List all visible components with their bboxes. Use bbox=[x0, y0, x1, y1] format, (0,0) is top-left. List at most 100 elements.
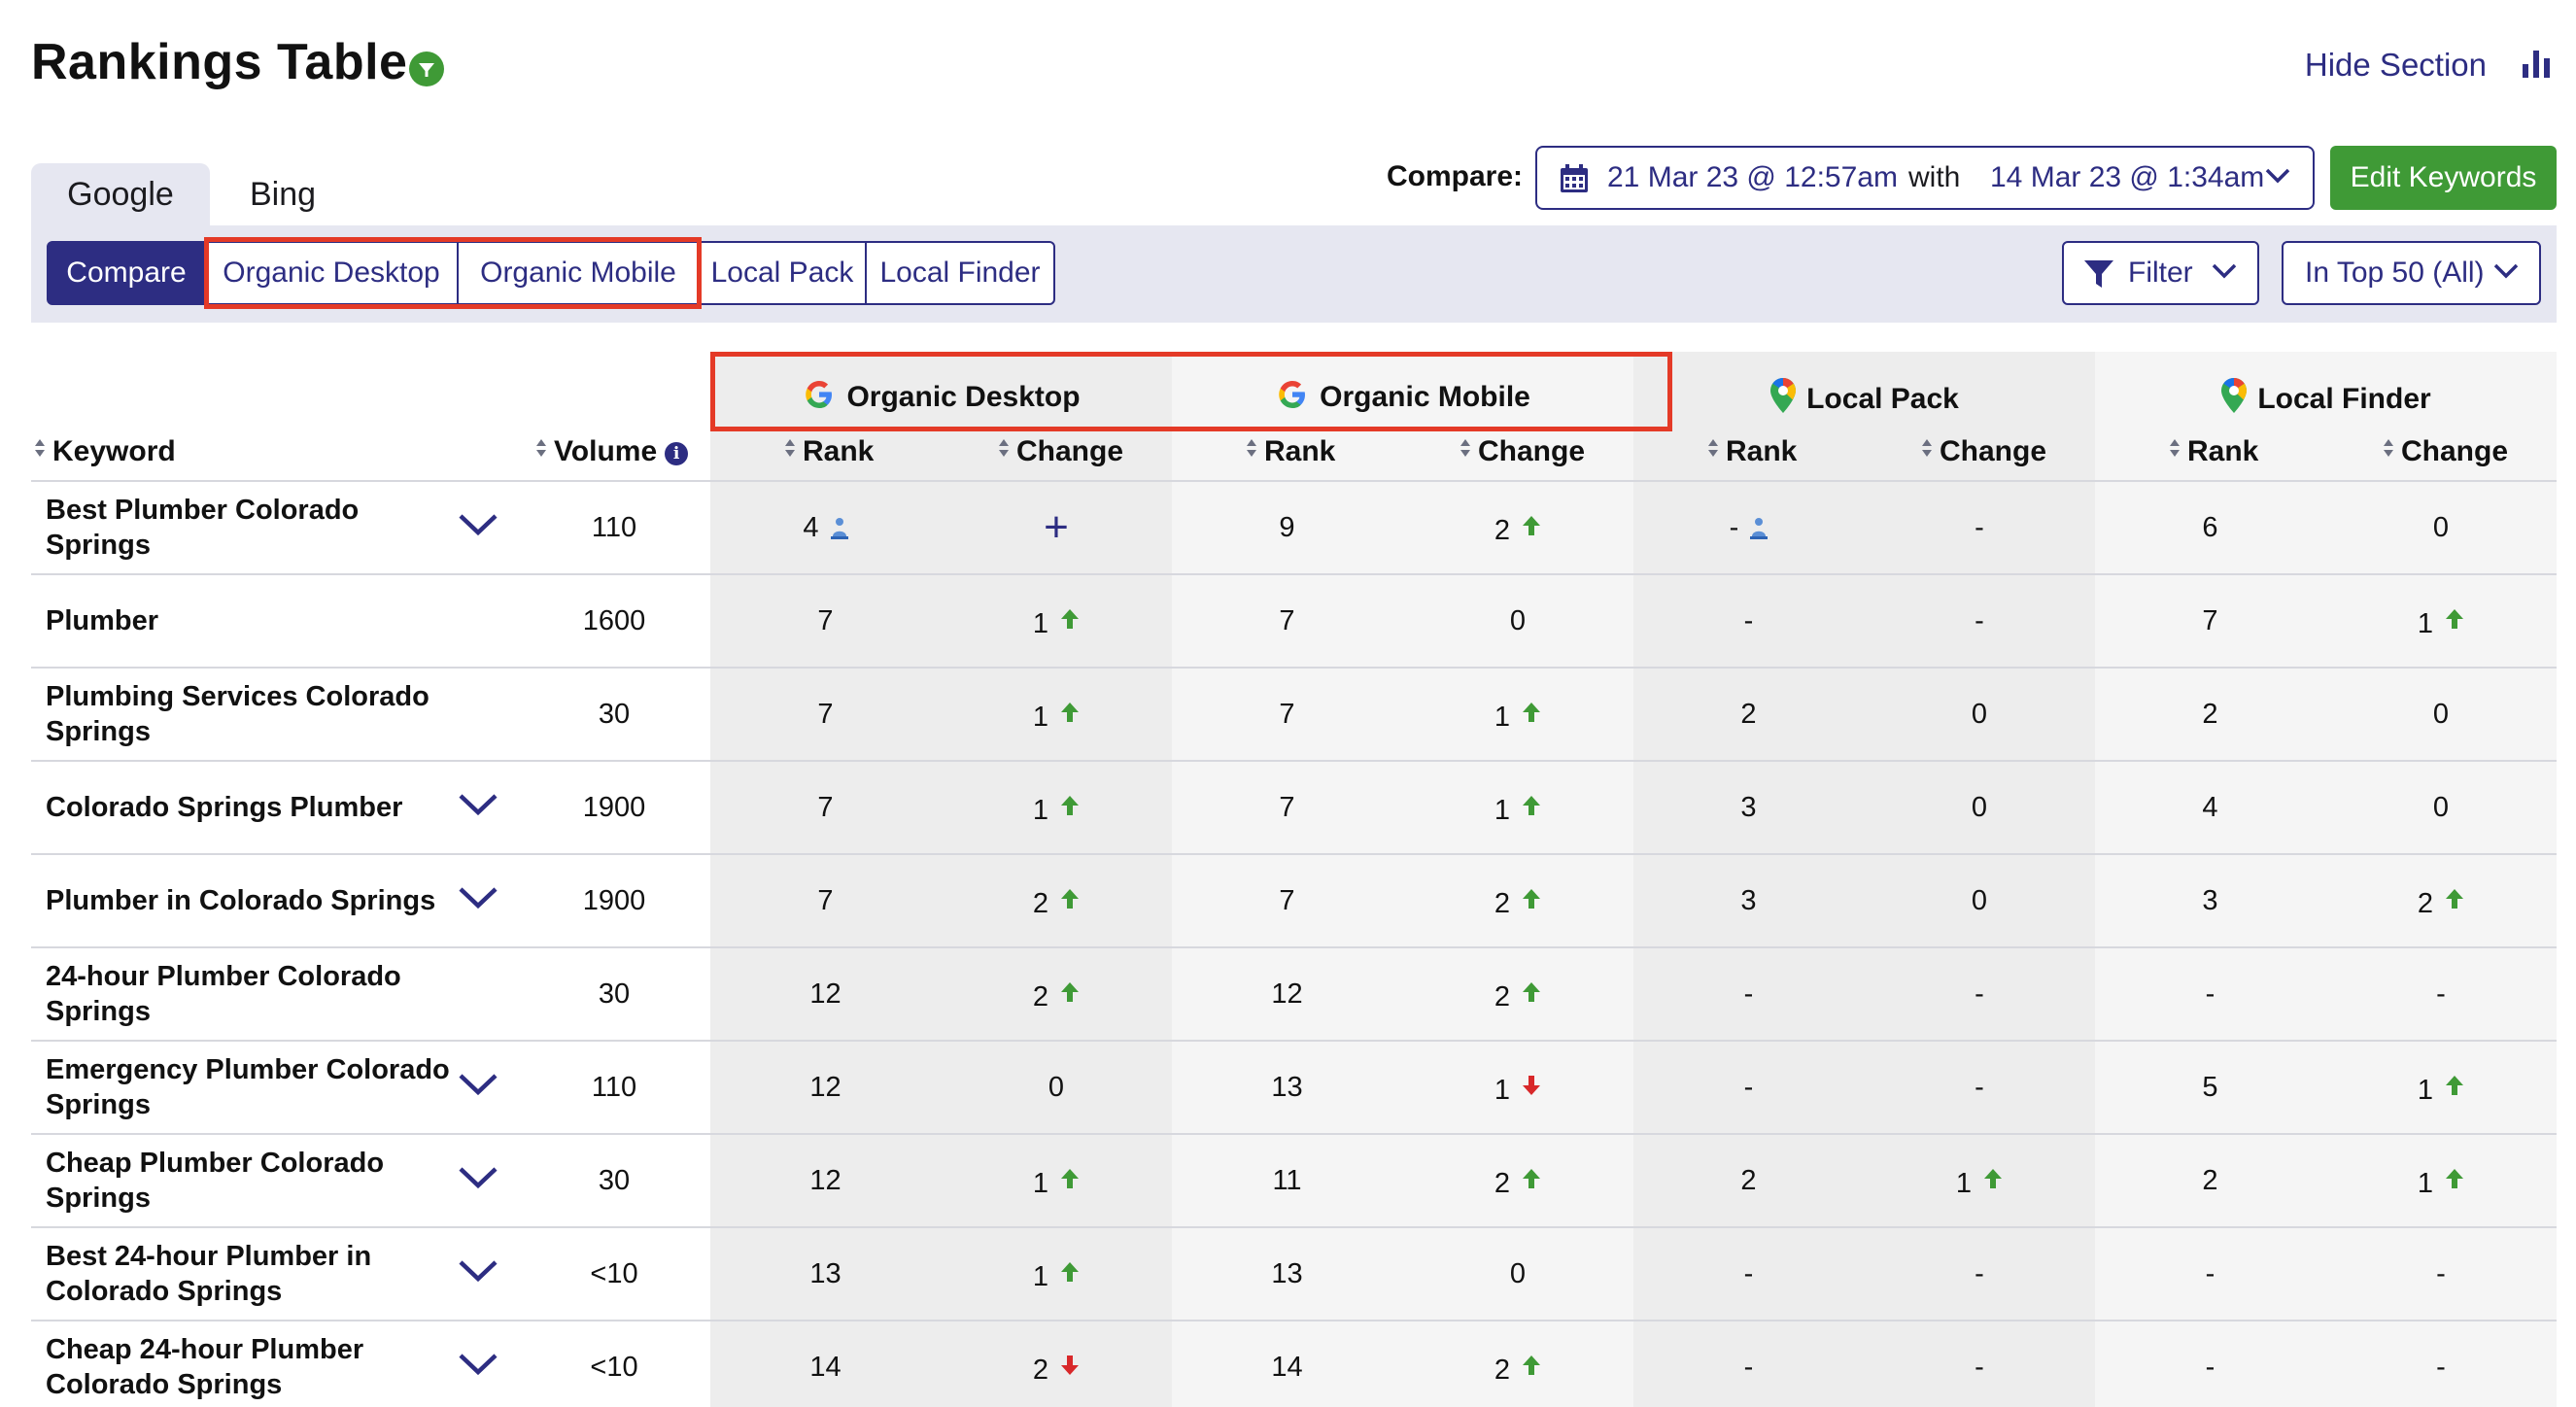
cell-value: - bbox=[1729, 512, 1739, 543]
od-rank-header[interactable]: Rank bbox=[785, 435, 874, 468]
bar-chart-icon[interactable] bbox=[2521, 49, 2552, 78]
arrow-up-icon bbox=[1060, 669, 1080, 760]
od-rank-cell: 7 bbox=[710, 855, 941, 946]
tab-organic-desktop[interactable]: Organic Desktop bbox=[204, 241, 459, 305]
map-pin-icon bbox=[1770, 378, 1797, 413]
expand-chevron-icon[interactable] bbox=[457, 1164, 499, 1196]
google-logo-icon bbox=[1279, 381, 1306, 408]
om-change-cell: 1 bbox=[1402, 669, 1633, 760]
sort-icon bbox=[1922, 439, 1932, 459]
date-compare-picker[interactable]: 21 Mar 23 @ 12:57am with 14 Mar 23 @ 1:3… bbox=[1535, 146, 2315, 210]
top-range-select[interactable]: In Top 50 (All) bbox=[2282, 241, 2541, 305]
table-row[interactable]: Colorado Springs Plumber 1900 7 1 7 1 3 0 4 0 bbox=[31, 762, 2557, 855]
lp-change-cell: - bbox=[1864, 482, 2095, 573]
arrow-up-icon bbox=[1522, 855, 1541, 946]
expand-chevron-icon[interactable] bbox=[457, 1257, 499, 1289]
table-row[interactable]: Best 24-hour Plumber in Colorado Springs… bbox=[31, 1228, 2557, 1321]
lf-change-header[interactable]: Change bbox=[2384, 435, 2508, 468]
sort-icon bbox=[999, 439, 1009, 459]
arrow-down-icon bbox=[1060, 1321, 1080, 1407]
user-rank-icon bbox=[830, 486, 848, 577]
lf-change-cell: - bbox=[2325, 948, 2557, 1040]
arrow-up-icon bbox=[1060, 855, 1080, 946]
group-label: Organic Mobile bbox=[1320, 381, 1530, 413]
expand-chevron-icon[interactable] bbox=[457, 791, 499, 823]
change-header-label: Change bbox=[1940, 435, 2047, 467]
cell-value: 2 bbox=[2417, 888, 2434, 919]
expand-chevron-icon[interactable] bbox=[457, 1351, 499, 1383]
cell-value: 2 bbox=[1494, 981, 1511, 1012]
lf-rank-header[interactable]: Rank bbox=[2170, 435, 2258, 468]
cell-value: 0 bbox=[2432, 792, 2450, 823]
table-row[interactable]: 24-hour Plumber Colorado Springs 30 12 2 12 2… bbox=[31, 948, 2557, 1042]
tab-organic-mobile[interactable]: Organic Mobile bbox=[457, 241, 700, 305]
edit-keywords-button[interactable]: Edit Keywords bbox=[2330, 146, 2557, 210]
volume-cell: <10 bbox=[590, 1352, 638, 1383]
keyword-cell: Plumber bbox=[46, 605, 159, 636]
info-icon[interactable]: i bbox=[665, 442, 689, 465]
om-change-header[interactable]: Change bbox=[1460, 435, 1585, 468]
tab-compare[interactable]: Compare bbox=[47, 241, 206, 305]
cell-value: 7 bbox=[817, 885, 834, 916]
table-row[interactable]: Cheap 24-hour Plumber Colorado Springs <1… bbox=[31, 1321, 2557, 1407]
od-rank-cell: 7 bbox=[710, 762, 941, 853]
cell-value: 1 bbox=[2417, 1168, 2434, 1199]
table-row[interactable]: Plumber in Colorado Springs 1900 7 2 7 2 3 0 3 2 bbox=[31, 855, 2557, 948]
keyword-column-header[interactable]: Keyword bbox=[35, 435, 176, 468]
lp-rank-header[interactable]: Rank bbox=[1708, 435, 1797, 468]
cell-value: 1 bbox=[1032, 702, 1049, 733]
lf-change-cell: 1 bbox=[2325, 575, 2557, 667]
cell-value: 7 bbox=[817, 792, 834, 823]
tab-local-finder[interactable]: Local Finder bbox=[865, 241, 1055, 305]
cell-value: 2 bbox=[1494, 1355, 1511, 1386]
table-row[interactable]: Plumber 1600 7 1 7 0 - - 7 1 bbox=[31, 575, 2557, 669]
od-change-cell: 1 bbox=[941, 1135, 1172, 1226]
cell-value: 1 bbox=[1032, 608, 1049, 639]
cell-value: 2 bbox=[1032, 888, 1049, 919]
cell-value: - bbox=[1975, 978, 1984, 1010]
filter-button[interactable]: Filter bbox=[2062, 241, 2259, 305]
cell-value: 4 bbox=[2202, 792, 2218, 823]
rank-header-label: Rank bbox=[2187, 435, 2259, 467]
lf-change-cell: - bbox=[2325, 1228, 2557, 1320]
od-change-cell: 1 bbox=[941, 1228, 1172, 1320]
sort-icon bbox=[2384, 439, 2393, 459]
cell-value: 14 bbox=[809, 1352, 841, 1383]
group-label: Local Pack bbox=[1806, 383, 1959, 415]
filter-badge-icon[interactable] bbox=[409, 51, 444, 86]
arrow-up-icon bbox=[1060, 948, 1080, 1040]
cell-value: 7 bbox=[1279, 885, 1295, 916]
lp-rank-cell: 3 bbox=[1633, 855, 1864, 946]
lf-rank-cell: 7 bbox=[2095, 575, 2325, 667]
table-row[interactable]: Plumbing Services Colorado Springs 30 7 1 7 1… bbox=[31, 669, 2557, 762]
tab-local-pack[interactable]: Local Pack bbox=[698, 241, 867, 305]
cell-value: 2 bbox=[1032, 981, 1049, 1012]
od-rank-cell: 14 bbox=[710, 1321, 941, 1407]
expand-chevron-icon[interactable] bbox=[457, 1071, 499, 1103]
with-label: with bbox=[1908, 161, 1961, 193]
lp-change-header[interactable]: Change bbox=[1922, 435, 2046, 468]
expand-chevron-icon[interactable] bbox=[457, 884, 499, 916]
od-change-header[interactable]: Change bbox=[999, 435, 1123, 468]
om-rank-cell: 9 bbox=[1172, 482, 1402, 573]
om-rank-header[interactable]: Rank bbox=[1247, 435, 1335, 468]
tab-bing[interactable]: Bing bbox=[249, 176, 317, 213]
table-row[interactable]: Best Plumber Colorado Springs 110 4 +9 2 - - 6 0 bbox=[31, 482, 2557, 575]
table-row[interactable]: Emergency Plumber Colorado Springs 110 12 0… bbox=[31, 1042, 2557, 1135]
cell-value: - bbox=[1743, 605, 1754, 636]
od-change-cell: + bbox=[941, 482, 1172, 573]
keyword-cell: Cheap Plumber Colorado Springs bbox=[46, 1148, 385, 1214]
arrow-up-icon bbox=[2445, 575, 2464, 667]
cell-value: 1 bbox=[2417, 608, 2434, 639]
expand-chevron-icon[interactable] bbox=[457, 511, 499, 543]
new-entry-plus-icon: + bbox=[1044, 503, 1069, 551]
group-organic-desktop: Organic Desktop bbox=[710, 352, 1172, 459]
volume-cell: 110 bbox=[591, 1072, 637, 1103]
hide-section-link[interactable]: Hide Section bbox=[2304, 47, 2487, 83]
arrow-up-icon bbox=[1060, 575, 1080, 667]
cell-value: 1 bbox=[1032, 1261, 1049, 1292]
table-row[interactable]: Cheap Plumber Colorado Springs 30 12 1 11 2 2 1… bbox=[31, 1135, 2557, 1228]
date-from: 21 Mar 23 @ 12:57am bbox=[1607, 161, 1898, 193]
volume-column-header[interactable]: Volume i bbox=[536, 435, 689, 468]
tab-google[interactable]: Google bbox=[31, 163, 210, 225]
